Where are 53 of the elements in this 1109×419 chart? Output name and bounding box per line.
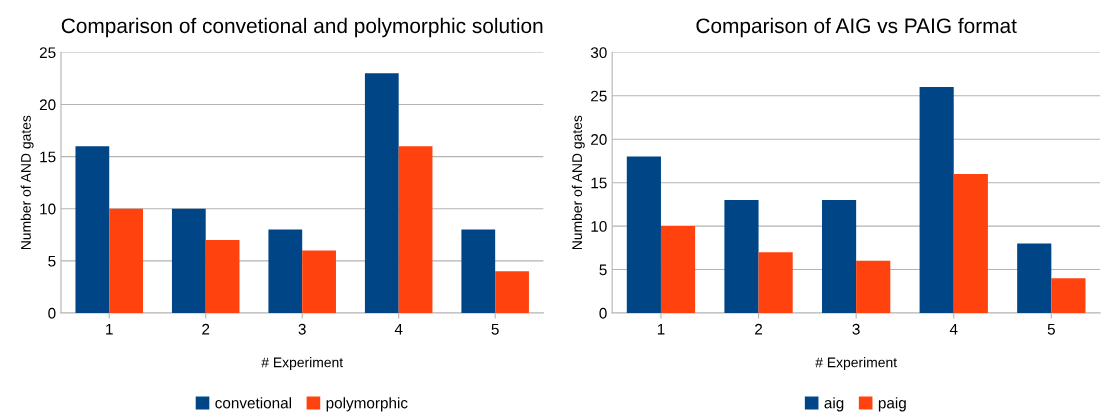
bar xyxy=(398,146,433,313)
bar xyxy=(364,73,399,313)
x-tick-label: 4 xyxy=(394,323,403,335)
y-tick-label: 10 xyxy=(591,220,607,232)
bar xyxy=(268,229,303,313)
bar xyxy=(1051,278,1086,313)
x-tick-label: 2 xyxy=(755,323,763,335)
x-tick-label: 1 xyxy=(657,323,665,335)
y-tick-label: 5 xyxy=(48,255,56,267)
x-tick-label: 5 xyxy=(1047,323,1055,335)
y-tick-label: 15 xyxy=(591,177,607,189)
y-tick-label: 0 xyxy=(599,307,607,319)
x-tick-label: 3 xyxy=(298,323,306,335)
chart-title: Comparison of convetional and polymorphic solution xyxy=(61,17,543,38)
bar xyxy=(919,87,954,313)
bar xyxy=(660,226,696,313)
x-tick-label: 2 xyxy=(202,323,210,335)
bar xyxy=(205,240,240,313)
bar xyxy=(171,208,206,313)
x-tick-label: 1 xyxy=(106,323,113,335)
bar xyxy=(461,229,496,313)
x-tick-label: 3 xyxy=(852,323,860,335)
bar xyxy=(953,174,988,313)
y-tick-label: 30 xyxy=(590,47,607,59)
x-axis-title: # Experiment xyxy=(261,357,344,371)
y-tick-label: 20 xyxy=(39,99,56,111)
x-tick-label: 4 xyxy=(949,323,958,335)
legend-label: paig xyxy=(878,397,906,412)
x-axis-title: # Experiment xyxy=(815,357,897,371)
legend-label: polymorphic xyxy=(326,397,408,412)
bar xyxy=(821,200,857,313)
legend-label: convetional xyxy=(215,397,292,409)
chart-title: Comparison of AIG vs PAIG format xyxy=(696,17,1017,38)
y-tick-label: 15 xyxy=(40,151,56,163)
bar xyxy=(856,260,891,313)
bar xyxy=(1017,243,1052,313)
y-tick-label: 0 xyxy=(48,307,56,319)
legend-label: aig xyxy=(824,397,844,412)
bar xyxy=(626,156,661,313)
y-axis-title: Number of AND gates xyxy=(571,115,585,250)
y-tick-label: 20 xyxy=(591,134,607,145)
x-tick-label: 5 xyxy=(491,323,499,335)
y-tick-label: 25 xyxy=(591,90,607,102)
bar xyxy=(495,271,529,313)
y-axis-title: Number of AND gates xyxy=(20,115,34,250)
bar xyxy=(109,208,144,313)
bar xyxy=(758,252,793,313)
y-tick-label: 25 xyxy=(39,47,56,59)
y-tick-label: 10 xyxy=(40,203,56,215)
bar xyxy=(724,200,759,313)
bar xyxy=(75,146,110,313)
bar xyxy=(302,250,336,313)
y-tick-label: 5 xyxy=(599,264,607,276)
